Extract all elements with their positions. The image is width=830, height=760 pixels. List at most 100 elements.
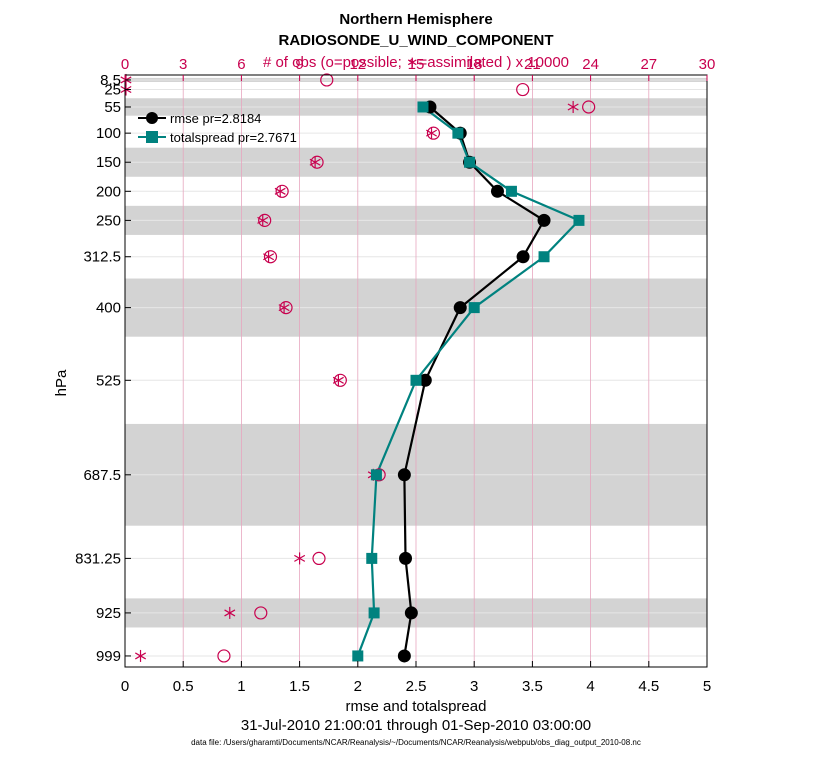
y-tick-label: 400 bbox=[96, 300, 121, 317]
x-tick-label: 0.5 bbox=[173, 678, 194, 695]
totalspread-point bbox=[464, 156, 476, 168]
legend-totalspread-marker bbox=[146, 131, 158, 143]
obs-possible-point bbox=[258, 213, 272, 227]
top-tick-label: 6 bbox=[237, 56, 245, 73]
top-ticks: 0 3 6 9 12 15 18 21 24 27 30 bbox=[121, 56, 716, 81]
obs-assimilated-point bbox=[263, 250, 275, 263]
top-tick-label: 0 bbox=[121, 56, 129, 73]
y-axis-label: hPa bbox=[53, 369, 70, 396]
obs-possible-point bbox=[310, 155, 324, 169]
y-tick-label: 250 bbox=[96, 212, 121, 229]
totalspread-point bbox=[370, 469, 382, 481]
x-tick-label: 1.5 bbox=[289, 678, 310, 695]
obs-assimilated-point bbox=[224, 606, 236, 619]
obs-possible-point bbox=[217, 649, 231, 663]
top-axis-label: # of obs (o=possible; ∗=assimilated ) x … bbox=[263, 54, 569, 71]
legend: rmse pr=2.8184 totalspread pr=2.7671 bbox=[138, 111, 297, 145]
obs-possible-point bbox=[516, 82, 530, 97]
obs-possible-point bbox=[333, 373, 347, 387]
series-lines bbox=[356, 106, 581, 657]
totalspread-point bbox=[368, 607, 380, 619]
legend-totalspread-label: totalspread pr=2.7671 bbox=[170, 130, 297, 145]
x-tick-label: 2 bbox=[354, 678, 362, 695]
y-tick-label: 831.25 bbox=[75, 550, 121, 567]
x-tick-label: 3 bbox=[470, 678, 478, 695]
obs-assimilated-point bbox=[257, 214, 269, 227]
obs-assimilated-point bbox=[278, 301, 290, 314]
y-tick-label: 999 bbox=[96, 648, 121, 665]
obs-possible-point bbox=[582, 100, 596, 114]
y-tick-label: 8.5 bbox=[100, 72, 121, 89]
y-tick-label: 200 bbox=[96, 183, 121, 200]
x-tick-label: 1 bbox=[237, 678, 245, 695]
x-tick-label: 5 bbox=[703, 678, 711, 695]
totalspread-point bbox=[538, 251, 550, 263]
top-tick-label: 30 bbox=[699, 56, 716, 73]
x-tick-label: 4 bbox=[586, 678, 594, 695]
x-tick-label: 2.5 bbox=[406, 678, 427, 695]
obs-possible-point bbox=[275, 184, 289, 198]
x-tick-label: 0 bbox=[121, 678, 129, 695]
x-tick-label: 4.5 bbox=[638, 678, 659, 695]
obs-possible-point bbox=[279, 301, 293, 315]
date-range: 31-Jul-2010 21:00:01 through 01-Sep-2010… bbox=[241, 717, 591, 734]
obs-assimilated-point bbox=[274, 185, 286, 198]
totalspread-point bbox=[505, 185, 517, 197]
totalspread-point bbox=[452, 127, 464, 139]
rmse-point bbox=[418, 373, 432, 387]
legend-rmse-marker bbox=[146, 112, 158, 124]
top-tick-label: 24 bbox=[582, 56, 599, 73]
y-tick-label: 312.5 bbox=[83, 249, 121, 266]
totalspread-line bbox=[356, 106, 581, 657]
obs-assimilated-point bbox=[426, 127, 438, 140]
top-tick-label: 12 bbox=[349, 56, 366, 73]
totalspread-point bbox=[352, 650, 364, 662]
rmse-point bbox=[397, 649, 411, 663]
obs-possible-point bbox=[426, 126, 441, 140]
top-tick-label: 15 bbox=[408, 56, 425, 73]
x-axis-label: rmse and totalspread bbox=[346, 698, 487, 715]
y-tick-label: 525 bbox=[96, 372, 121, 389]
x-tick-label: 3.5 bbox=[522, 678, 543, 695]
top-tick-label: 21 bbox=[524, 56, 541, 73]
rmse-point bbox=[404, 606, 418, 620]
totalspread-point bbox=[573, 214, 585, 226]
totalspread-point bbox=[410, 374, 422, 386]
totalspread-point bbox=[417, 101, 429, 113]
rmse-point bbox=[397, 468, 411, 482]
x-ticks: 0 0.5 1 1.5 2 2.5 3 3.5 4 4.5 5 bbox=[121, 661, 711, 695]
legend-rmse-label: rmse pr=2.8184 bbox=[170, 111, 261, 126]
top-tick-label: 9 bbox=[295, 56, 303, 73]
totalspread-point bbox=[468, 302, 480, 314]
y-tick-label: 100 bbox=[96, 125, 121, 142]
top-grid bbox=[182, 75, 650, 667]
series-markers bbox=[352, 100, 585, 663]
obs-possible-point bbox=[254, 606, 268, 620]
totalspread-point bbox=[366, 552, 378, 564]
obs-possible-point bbox=[312, 551, 326, 565]
rmse-point bbox=[516, 250, 530, 264]
obs-possible-point bbox=[320, 73, 334, 87]
obs-assimilated-point bbox=[309, 156, 321, 169]
rmse-point bbox=[537, 213, 551, 227]
y-tick-label: 925 bbox=[96, 605, 121, 622]
top-tick-label: 27 bbox=[640, 56, 657, 73]
rmse-point bbox=[490, 184, 504, 198]
y-tick-label: 55 bbox=[104, 99, 121, 116]
top-tick-label: 3 bbox=[179, 56, 187, 73]
top-tick-label: 18 bbox=[466, 56, 483, 73]
y-tick-label: 150 bbox=[96, 154, 121, 171]
chart-title: Northern Hemisphere bbox=[339, 11, 492, 28]
y-tick-label: 687.5 bbox=[83, 467, 121, 484]
obs-assimilated-point bbox=[135, 649, 147, 662]
rmse-point bbox=[399, 551, 413, 565]
footer-datafile: data file: /Users/gharamti/Documents/NCA… bbox=[191, 738, 641, 747]
rmse-point bbox=[453, 301, 467, 315]
obs-assimilated-point bbox=[332, 374, 344, 387]
y-tick-label: 25 bbox=[104, 82, 121, 99]
obs-assimilated-point bbox=[567, 100, 579, 113]
obs-assimilated-point bbox=[294, 552, 306, 565]
obs-possible-point bbox=[263, 250, 278, 264]
